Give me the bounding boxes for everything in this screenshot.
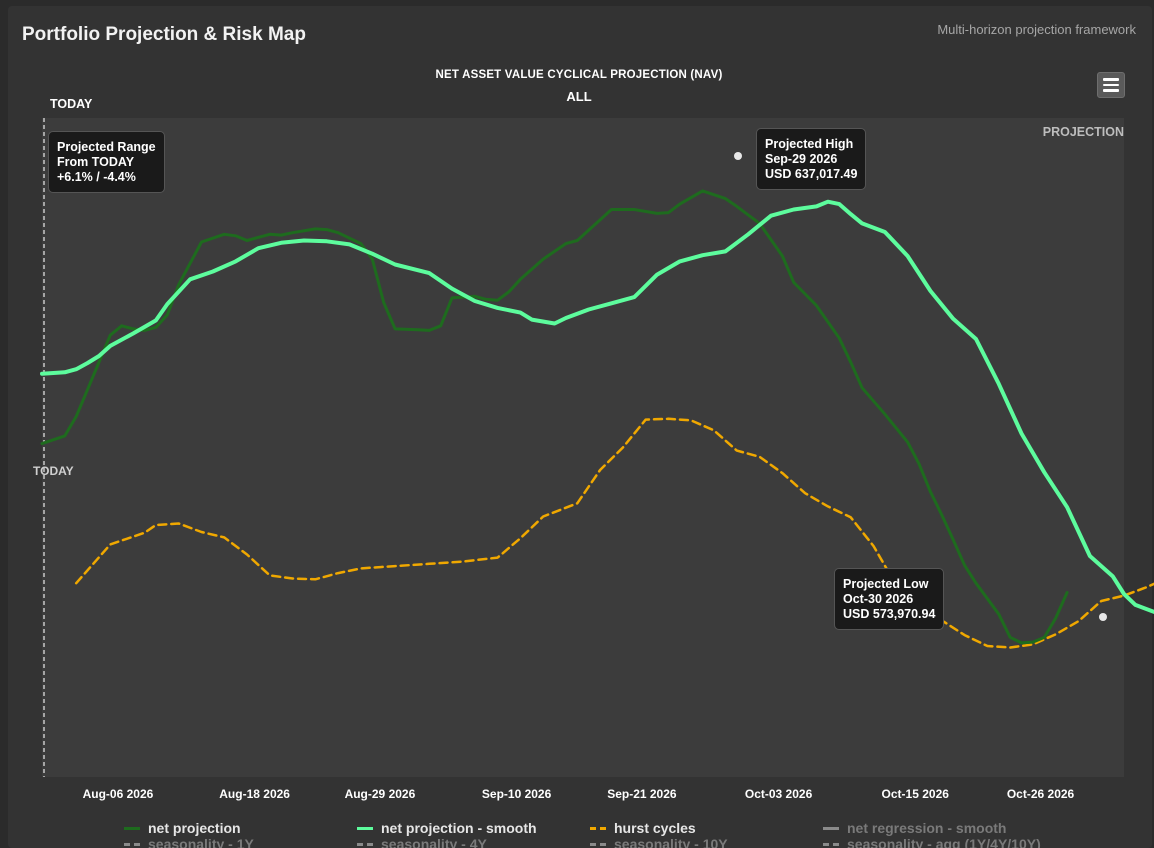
- page-title: Portfolio Projection & Risk Map: [22, 24, 306, 45]
- projected-low-marker[interactable]: [1099, 613, 1107, 621]
- x-axis: Aug-06 2026 Aug-18 2026 Aug-29 2026 Sep-10 …: [83, 787, 1075, 801]
- legend-label: seasonality - 4Y: [381, 836, 487, 848]
- legend-symbol: [590, 826, 606, 830]
- legend-symbol: [590, 842, 606, 846]
- series-layer: [40, 189, 1154, 652]
- x-tick-label: Aug-18 2026: [219, 787, 290, 801]
- projection-band-label: PROJECTION: [1043, 125, 1124, 139]
- legend-symbol: [823, 842, 839, 846]
- legend-item[interactable]: net regression - smooth: [823, 820, 1006, 836]
- tooltip-line: USD 637,017.49: [765, 167, 858, 181]
- series-line-net-projection-smooth[interactable]: [40, 199, 1154, 652]
- chart-menu-button[interactable]: [1097, 72, 1125, 98]
- series-line-net-projection[interactable]: [40, 189, 1069, 645]
- x-tick-label: Sep-21 2026: [607, 787, 677, 801]
- legend-item[interactable]: seasonality - 4Y: [357, 836, 487, 848]
- legend-item[interactable]: net projection: [124, 820, 241, 836]
- tooltip-line: From TODAY: [57, 155, 135, 169]
- legend-label: seasonality - 10Y: [614, 836, 728, 848]
- tooltip-line: Projected Low: [843, 577, 929, 591]
- series-line-hurst-cycles[interactable]: [74, 417, 1154, 649]
- tooltip-line: Projected Range: [57, 140, 156, 154]
- projected-high-marker[interactable]: [734, 152, 742, 160]
- plot-area: [42, 118, 1124, 777]
- chart-legend: net projection net projection - smooth hur…: [0, 818, 1154, 848]
- legend-label: seasonality - agg (1Y/4Y/10Y): [847, 836, 1041, 848]
- legend-item[interactable]: seasonality - 1Y: [124, 836, 254, 848]
- tooltip-line: +6.1% / -4.4%: [57, 170, 136, 184]
- legend-label: hurst cycles: [614, 820, 696, 836]
- legend-label: net projection - smooth: [381, 820, 537, 836]
- x-tick-label: Aug-06 2026: [83, 787, 154, 801]
- menu-icon-bar: [1103, 78, 1119, 81]
- x-tick-label: Oct-26 2026: [1007, 787, 1075, 801]
- today-axis-label: TODAY: [33, 464, 74, 478]
- projected-high-tooltip: Projected High Sep-29 2026 USD 637,017.4…: [756, 128, 867, 190]
- projected-low-tooltip: Projected Low Oct-30 2026 USD 573,970.94: [834, 568, 945, 630]
- chart-subtitle: ALL: [566, 89, 592, 104]
- today-line-label: TODAY: [50, 97, 93, 111]
- tooltip-line: Oct-30 2026: [843, 592, 914, 606]
- chart-title: NET ASSET VALUE CYCLICAL PROJECTION (NAV…: [435, 69, 723, 81]
- legend-label: net projection: [148, 820, 241, 836]
- legend-symbol: [357, 842, 373, 846]
- legend-item[interactable]: net projection - smooth: [357, 820, 537, 836]
- legend-label: net regression - smooth: [847, 820, 1007, 836]
- projected-range-tooltip: Projected Range From TODAY +6.1% / -4.4%: [48, 131, 165, 193]
- legend-symbol: [823, 826, 839, 830]
- x-tick-label: Oct-03 2026: [745, 787, 813, 801]
- legend-item[interactable]: seasonality - 10Y: [590, 836, 728, 848]
- legend-symbol: [357, 826, 373, 830]
- menu-icon-bar: [1103, 83, 1119, 87]
- x-tick-label: Aug-29 2026: [345, 787, 416, 801]
- tooltip-line: Projected High: [765, 137, 854, 151]
- legend-symbol: [124, 826, 140, 830]
- tooltip-line: Sep-29 2026: [765, 152, 838, 166]
- x-tick-label: Sep-10 2026: [482, 787, 552, 801]
- page-subtitle: Multi-horizon projection framework: [937, 22, 1136, 37]
- legend-label: seasonality - 1Y: [148, 836, 254, 848]
- legend-symbol: [124, 842, 140, 846]
- tooltip-line: USD 573,970.94: [843, 607, 936, 621]
- legend-item[interactable]: seasonality - agg (1Y/4Y/10Y): [823, 836, 1041, 848]
- menu-icon-bar: [1103, 89, 1119, 92]
- legend-item[interactable]: hurst cycles: [590, 820, 696, 836]
- x-tick-label: Oct-15 2026: [882, 787, 950, 801]
